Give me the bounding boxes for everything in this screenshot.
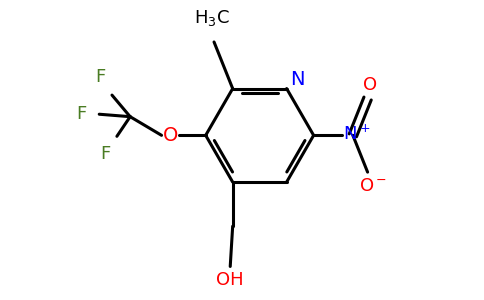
Text: F: F	[95, 68, 106, 86]
Text: F: F	[101, 145, 111, 163]
Text: OH: OH	[216, 271, 244, 289]
Text: N: N	[290, 70, 305, 89]
Text: O: O	[163, 126, 178, 145]
Text: O$^-$: O$^-$	[360, 177, 388, 195]
Text: O: O	[363, 76, 378, 94]
Text: F: F	[76, 105, 86, 123]
Text: H$_3$C: H$_3$C	[194, 8, 229, 28]
Text: N$^+$: N$^+$	[343, 125, 370, 144]
